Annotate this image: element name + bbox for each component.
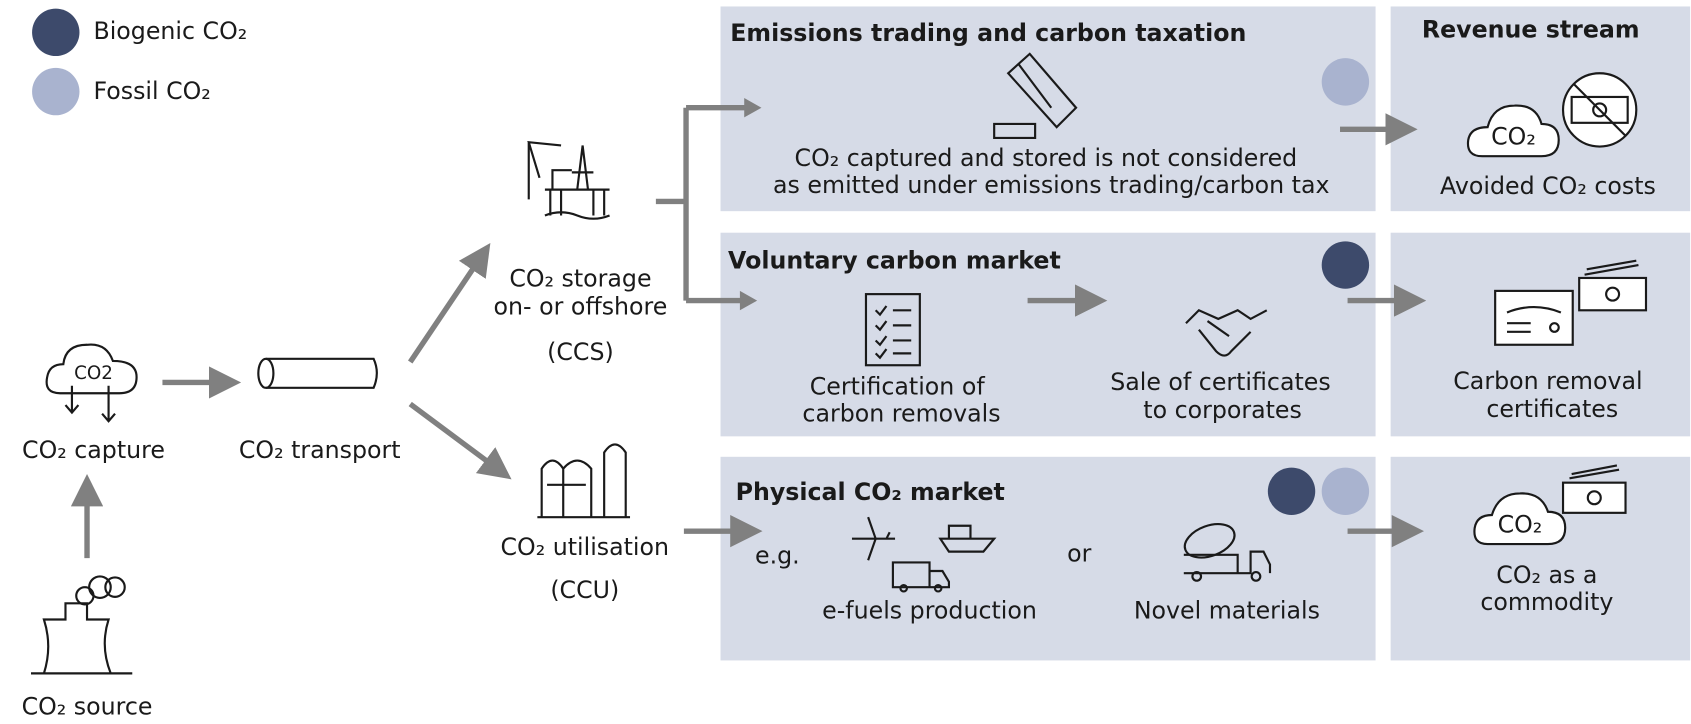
revenue-text: certificates bbox=[1486, 395, 1618, 423]
arrows bbox=[70, 98, 1427, 559]
legend-fossil bbox=[32, 67, 80, 116]
legend-label: Fossil CO₂ bbox=[93, 77, 210, 105]
chain-label: (CCS) bbox=[547, 338, 614, 366]
panel-title: Emissions trading and carbon taxation bbox=[730, 19, 1246, 47]
biogenic-dot bbox=[1267, 467, 1316, 515]
icon-gavel bbox=[993, 52, 1078, 139]
panel-text: Certification of bbox=[810, 372, 986, 400]
revenue-text: Carbon removal bbox=[1453, 367, 1642, 395]
icon-source bbox=[30, 575, 133, 675]
panel-text: as emitted under emissions trading/carbo… bbox=[773, 171, 1329, 199]
icon-label: CO₂ bbox=[1498, 510, 1543, 538]
revenue-text: CO₂ as a bbox=[1496, 561, 1597, 589]
icon-ccu bbox=[537, 443, 631, 519]
revenue-panel bbox=[1390, 456, 1691, 661]
chain-label: CO₂ source bbox=[22, 692, 153, 720]
chain-label: on- or offshore bbox=[494, 293, 668, 321]
biogenic-dot bbox=[1321, 241, 1370, 289]
icon-handshake bbox=[1185, 309, 1268, 357]
fossil-dot bbox=[1321, 467, 1370, 515]
panel-title: Voluntary carbon market bbox=[728, 246, 1061, 274]
icon-commodity bbox=[1473, 464, 1627, 546]
icon-offshore bbox=[527, 140, 610, 220]
icon-avoided bbox=[1466, 72, 1638, 158]
panel-text: or bbox=[1067, 539, 1091, 567]
icon-certificate bbox=[1494, 259, 1648, 346]
panel-text: Sale of certificates bbox=[1110, 368, 1330, 396]
revenue-text: Avoided CO₂ costs bbox=[1440, 172, 1656, 200]
revenue-text: commodity bbox=[1480, 588, 1613, 616]
chain-label: CO₂ utilisation bbox=[501, 533, 669, 561]
icon-label: CO2 bbox=[74, 363, 113, 384]
panel-title: Physical CO₂ market bbox=[736, 478, 1005, 506]
icon-pipe bbox=[257, 357, 378, 389]
icon-checklist bbox=[864, 293, 921, 367]
chain-label: CO₂ capture bbox=[22, 436, 165, 464]
revenue-title: Revenue stream bbox=[1422, 16, 1640, 44]
panel-text: to corporates bbox=[1143, 396, 1302, 424]
chain-label: (CCU) bbox=[550, 576, 619, 604]
chain-label: CO₂ transport bbox=[239, 436, 401, 464]
panel bbox=[720, 6, 1376, 212]
panel-text: e.g. bbox=[755, 542, 800, 570]
panel-text: CO₂ captured and stored is not considere… bbox=[795, 144, 1298, 172]
panel bbox=[720, 232, 1376, 437]
revenue-panel bbox=[1390, 6, 1691, 212]
icon-mixer bbox=[1183, 523, 1272, 582]
panel-text: carbon removals bbox=[802, 399, 1000, 427]
chain-label: CO₂ storage bbox=[509, 265, 651, 293]
legend-label: Biogenic CO₂ bbox=[93, 17, 247, 45]
icon-capture bbox=[45, 343, 138, 423]
fossil-dot bbox=[1321, 58, 1370, 106]
legend-biogenic bbox=[32, 8, 80, 57]
icon-label: CO₂ bbox=[1491, 122, 1536, 150]
panel-text: Novel materials bbox=[1134, 596, 1320, 624]
panel-text: e-fuels production bbox=[822, 596, 1037, 624]
icon-transport bbox=[851, 516, 997, 593]
